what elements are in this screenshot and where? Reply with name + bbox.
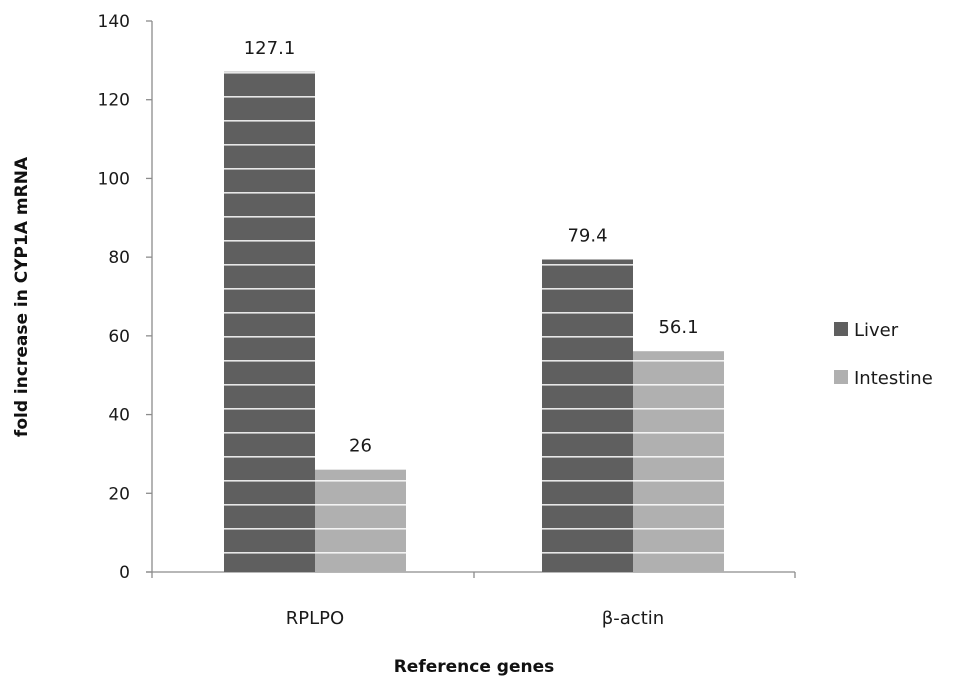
category-label: RPLPO (286, 608, 344, 629)
y-axis: 0 20 40 60 80 100 120 140 (98, 12, 153, 583)
y-tick-label: 100 (98, 169, 130, 189)
bar-intestine-1 (315, 469, 406, 572)
bar-liver-1 (224, 71, 315, 572)
data-label-intestine: 26 (349, 436, 372, 457)
y-tick-label: 60 (108, 327, 130, 347)
y-tick-label: 40 (108, 406, 130, 426)
legend-label: Intestine (854, 368, 933, 389)
bar-intestine-2 (633, 351, 724, 572)
x-axis (146, 571, 796, 578)
category-labels: RPLPO β-actin (286, 608, 664, 629)
bars (224, 71, 724, 572)
legend-item-intestine: Intestine (834, 368, 933, 389)
legend: Liver Intestine (834, 320, 933, 389)
category-label: β-actin (602, 608, 664, 629)
y-tick-label: 80 (108, 248, 130, 268)
bar-stripes (224, 71, 315, 572)
y-axis-title: fold increase in CYP1A mRNA (12, 156, 32, 437)
bar-stripes (633, 351, 724, 572)
x-axis-title: Reference genes (394, 657, 555, 677)
data-label-intestine: 56.1 (658, 317, 698, 338)
legend-item-liver: Liver (834, 320, 899, 341)
bar-liver-2 (542, 259, 633, 572)
y-tick-label: 20 (108, 484, 130, 504)
legend-label: Liver (854, 320, 899, 341)
legend-swatch (834, 370, 848, 384)
legend-swatch (834, 322, 848, 336)
data-label-liver: 127.1 (244, 38, 296, 59)
bar-stripes (542, 259, 633, 572)
bar-stripes (315, 469, 406, 572)
data-labels: 127.1 26 79.4 56.1 (244, 38, 699, 457)
y-tick-label: 140 (98, 12, 130, 32)
data-label-liver: 79.4 (567, 226, 607, 247)
y-tick-label: 0 (119, 563, 130, 583)
y-tick-label: 120 (98, 91, 130, 111)
